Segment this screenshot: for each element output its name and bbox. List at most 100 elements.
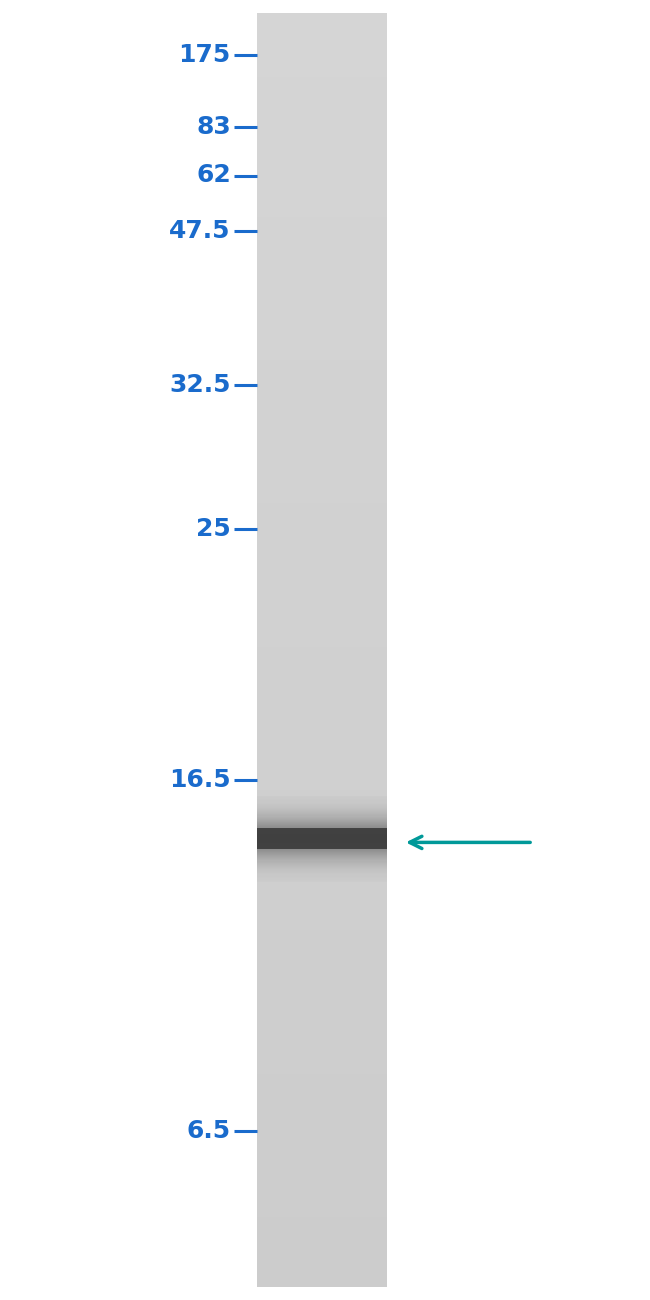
Bar [257, 1175, 387, 1179]
Bar [257, 1226, 387, 1230]
Bar [257, 549, 387, 551]
Bar [257, 398, 387, 402]
Bar [257, 529, 387, 532]
Bar [257, 558, 387, 560]
Bar [257, 560, 387, 564]
Bar [257, 1201, 387, 1204]
Bar [257, 114, 387, 118]
Bar [257, 672, 387, 676]
Bar [257, 481, 387, 485]
Bar [257, 156, 387, 160]
Bar [257, 1258, 387, 1261]
Bar [257, 1118, 387, 1122]
Bar [257, 32, 387, 35]
Bar [257, 1186, 387, 1188]
Bar [257, 55, 387, 57]
Bar [257, 472, 387, 474]
Bar [257, 86, 387, 90]
Bar [257, 207, 387, 211]
Bar [257, 380, 387, 382]
Bar [257, 624, 387, 628]
Bar [257, 439, 387, 443]
Bar [257, 516, 387, 520]
Bar [257, 358, 387, 360]
Bar [257, 233, 387, 237]
Bar [257, 822, 387, 826]
Bar [257, 39, 387, 42]
Bar [257, 360, 387, 364]
Bar [257, 265, 387, 268]
Bar [257, 907, 387, 911]
Bar [257, 1232, 387, 1236]
Bar [257, 1070, 387, 1074]
Bar [257, 688, 387, 692]
Bar [257, 835, 387, 838]
Bar [257, 749, 387, 751]
Bar [257, 727, 387, 729]
Bar [257, 775, 387, 777]
Bar [257, 523, 387, 525]
Bar [257, 514, 387, 516]
Bar [257, 1089, 387, 1093]
Bar [257, 551, 387, 554]
Bar [257, 1023, 387, 1026]
Bar [257, 867, 387, 870]
Bar [257, 905, 387, 907]
Bar [257, 465, 387, 468]
Bar [257, 20, 387, 22]
Bar [257, 1004, 387, 1006]
Bar [257, 790, 387, 793]
Bar [257, 1087, 387, 1089]
Text: 62: 62 [196, 164, 231, 187]
Bar [257, 393, 387, 395]
Bar [257, 367, 387, 369]
Bar [257, 584, 387, 586]
Bar [257, 507, 387, 510]
Bar [257, 838, 387, 841]
Bar [257, 1096, 387, 1098]
Text: 83: 83 [196, 116, 231, 139]
Bar [257, 74, 387, 77]
Bar [257, 1001, 387, 1004]
Bar [257, 1221, 387, 1223]
Bar [257, 1030, 387, 1032]
Bar [257, 283, 387, 287]
Bar [257, 723, 387, 727]
Bar [257, 485, 387, 488]
Bar [257, 230, 387, 233]
Bar [257, 1112, 387, 1115]
Bar [257, 178, 387, 182]
Text: 6.5: 6.5 [187, 1119, 231, 1143]
Bar [257, 670, 387, 672]
Bar [257, 1169, 387, 1173]
Bar [257, 968, 387, 971]
Bar [257, 312, 387, 316]
Bar [257, 446, 387, 450]
Bar [257, 1109, 387, 1111]
Bar [257, 140, 387, 143]
Bar [257, 1245, 387, 1249]
Bar [257, 373, 387, 376]
Bar [257, 828, 387, 849]
Bar [257, 800, 387, 803]
Bar [257, 1080, 387, 1083]
Bar [257, 832, 387, 835]
Bar [257, 138, 387, 140]
Bar [257, 510, 387, 514]
Bar [257, 1067, 387, 1070]
Bar [257, 1214, 387, 1217]
Bar [257, 185, 387, 188]
Bar [257, 79, 387, 83]
Bar [257, 861, 387, 863]
Bar [257, 1265, 387, 1267]
Bar [257, 318, 387, 322]
Text: 16.5: 16.5 [169, 768, 231, 792]
Bar [257, 1150, 387, 1153]
Bar [257, 51, 387, 55]
Bar [257, 1204, 387, 1208]
Bar [257, 1179, 387, 1182]
Bar [257, 608, 387, 612]
Bar [257, 692, 387, 694]
Bar [257, 125, 387, 127]
Bar [257, 918, 387, 920]
